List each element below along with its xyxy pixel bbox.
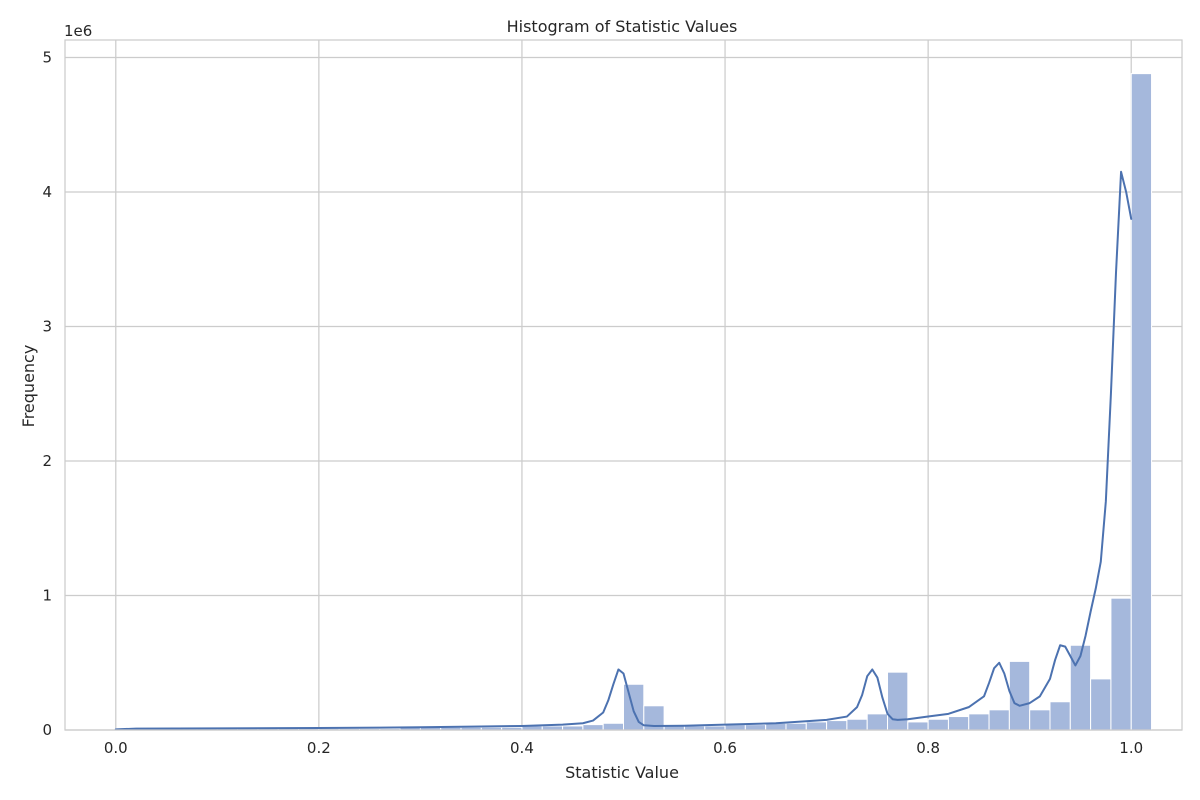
x-tick-label: 0.4 xyxy=(510,739,534,757)
histogram-bar xyxy=(1130,73,1153,731)
histogram-bar xyxy=(988,709,1010,731)
x-tick-label: 0.8 xyxy=(916,739,940,757)
chart-title: Histogram of Statistic Values xyxy=(507,17,738,36)
histogram-bar xyxy=(582,724,604,731)
histogram-bar xyxy=(887,671,909,731)
x-tick-labels: 0.0 0.2 0.4 0.6 0.8 1.0 xyxy=(104,739,1143,757)
histogram-bar xyxy=(1090,678,1112,731)
y-tick-label: 5 xyxy=(42,48,52,66)
kde-line xyxy=(114,170,1133,731)
histogram-bars xyxy=(115,73,1153,731)
x-tick-label: 0.6 xyxy=(713,739,737,757)
histogram-bar xyxy=(866,713,889,731)
plot-frame xyxy=(64,39,1183,731)
x-tick-label: 0.2 xyxy=(307,739,331,757)
y-axis-title: Frequency xyxy=(19,345,38,428)
histogram-bar xyxy=(947,716,970,731)
histogram-bar xyxy=(907,721,929,731)
y-tick-label: 1 xyxy=(42,586,52,604)
histogram-bar xyxy=(1049,701,1071,731)
histogram-bar xyxy=(846,718,868,731)
y-offset-label: 1e6 xyxy=(64,22,92,40)
kde-curve-group xyxy=(114,170,1133,731)
histogram-bar xyxy=(826,720,848,731)
histogram-bar xyxy=(1029,709,1051,731)
x-axis-title: Statistic Value xyxy=(565,763,679,782)
x-tick-label: 1.0 xyxy=(1119,739,1143,757)
histogram-bar xyxy=(744,724,767,731)
grid-lines xyxy=(65,40,1182,731)
histogram-bar xyxy=(602,722,625,731)
histogram-bar xyxy=(805,721,828,731)
y-tick-label: 4 xyxy=(42,183,52,201)
y-tick-label: 0 xyxy=(42,721,52,739)
y-tick-label: 2 xyxy=(42,452,52,470)
histogram-bar xyxy=(968,713,990,731)
histogram-bar xyxy=(785,722,807,731)
histogram-bar xyxy=(1110,597,1132,731)
x-tick-label: 0.0 xyxy=(104,739,128,757)
histogram-bar xyxy=(927,718,949,731)
y-tick-label: 3 xyxy=(42,317,52,335)
y-tick-labels: 0 1 2 3 4 5 xyxy=(42,48,52,739)
